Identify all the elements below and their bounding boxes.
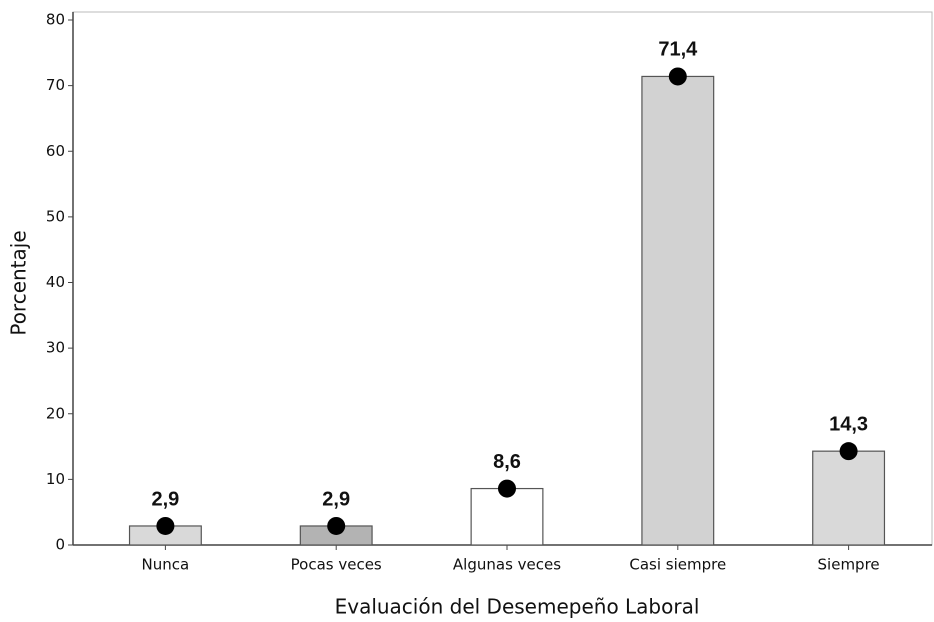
value-label: 2,9 [151, 488, 179, 510]
x-tick-label: Siempre [818, 556, 880, 574]
x-tick-label: Algunas veces [453, 556, 561, 574]
x-tick-label: Nunca [142, 556, 190, 574]
x-tick-label: Pocas veces [291, 556, 382, 574]
value-label: 8,6 [493, 451, 521, 473]
value-label: 71,4 [658, 39, 698, 61]
bar-marker [498, 479, 516, 498]
y-tick-label: 60 [46, 142, 65, 160]
y-tick-label: 70 [46, 76, 65, 94]
y-tick-label: 20 [46, 404, 65, 422]
x-axis-label: Evaluación del Desemepeño Laboral [335, 595, 700, 619]
bar-marker [668, 67, 687, 86]
y-tick-label: 40 [46, 273, 65, 291]
bar [812, 450, 886, 546]
bar [470, 487, 544, 546]
bar-marker [156, 516, 175, 535]
x-tick-label: Casi siempre [629, 556, 726, 574]
value-label: 14,3 [829, 413, 868, 435]
value-label: 2,9 [322, 488, 350, 510]
y-tick-label: 10 [46, 470, 65, 488]
y-tick-label: 30 [46, 339, 65, 357]
y-tick-label: 80 [46, 11, 65, 29]
bar-marker [327, 516, 346, 535]
y-tick-label: 0 [55, 536, 65, 554]
bar-marker [839, 442, 858, 461]
y-axis-label: Porcentaje [7, 230, 31, 335]
bar [641, 75, 715, 546]
y-tick-label: 50 [46, 207, 65, 225]
